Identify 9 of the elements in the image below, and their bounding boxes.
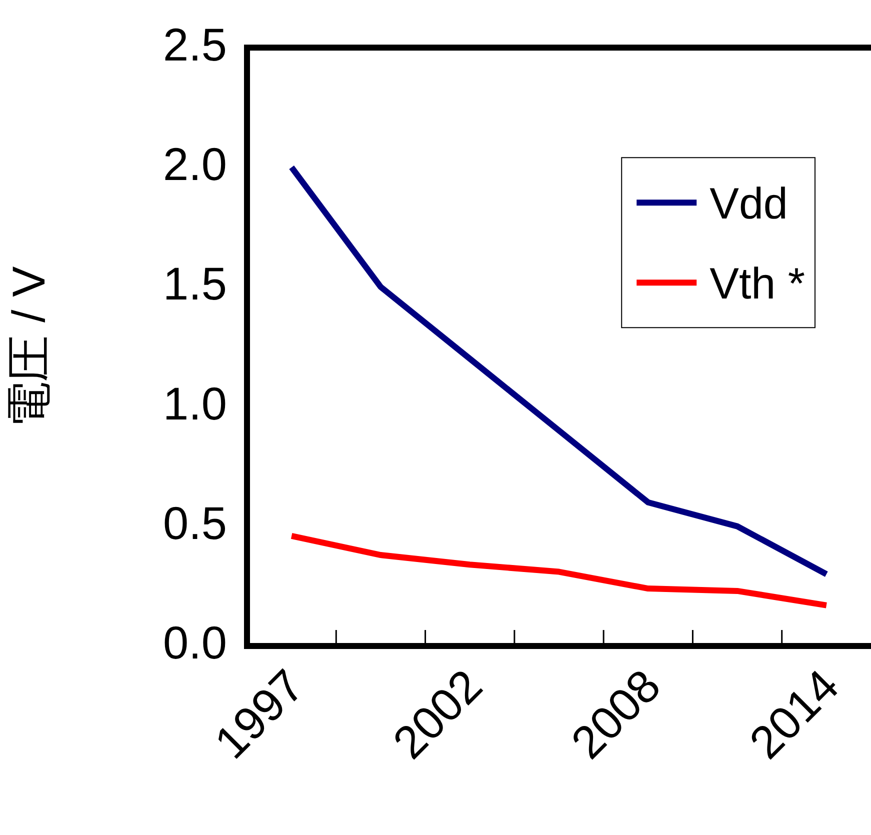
y-tick-label: 0.5 <box>163 497 227 550</box>
legend-label: Vth * <box>710 260 805 309</box>
y-axis-title: 電圧 / V <box>2 266 54 428</box>
y-tick-label: 1.5 <box>163 258 227 310</box>
y-tick-label: 2.5 <box>163 18 227 70</box>
y-tick-label: 2.0 <box>163 138 227 190</box>
y-tick-label: 0.0 <box>163 616 227 669</box>
legend-label: Vdd <box>710 180 788 229</box>
y-tick-label: 1.0 <box>163 377 227 430</box>
